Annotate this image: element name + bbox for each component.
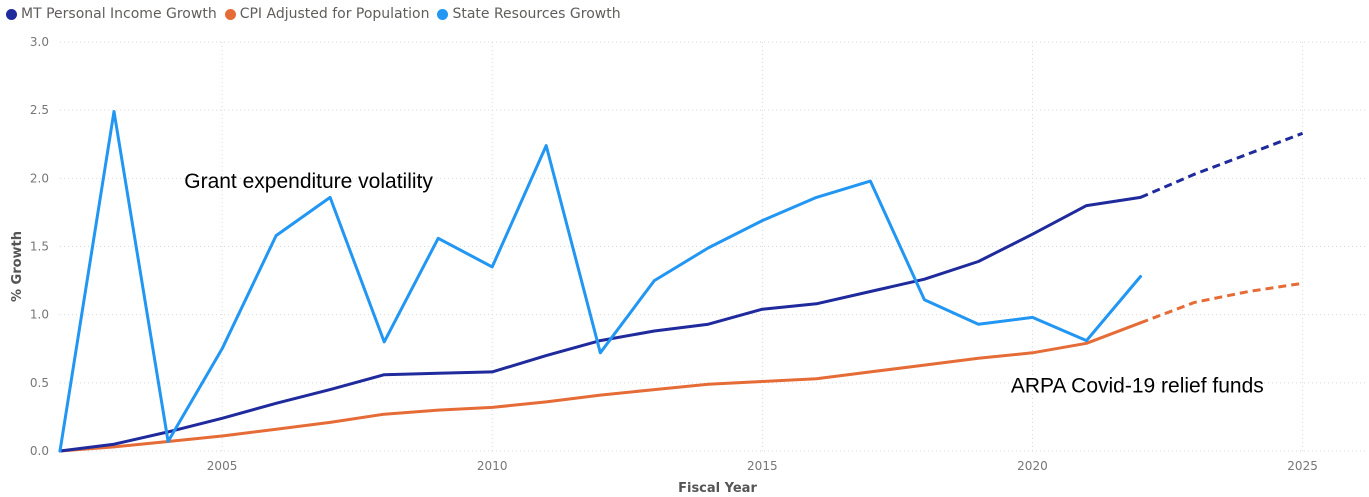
legend-marker	[224, 8, 236, 20]
chart-annotation: ARPA Covid-19 relief funds	[1011, 374, 1264, 397]
y-tick-label: 1.0	[30, 308, 49, 322]
legend-label: CPI Adjusted for Population	[239, 6, 430, 22]
legend-item[interactable]: State Resources Growth	[437, 6, 621, 22]
x-axis-title: Fiscal Year	[678, 481, 757, 496]
series-line	[58, 195, 1142, 453]
x-tick-label: 2020	[1017, 459, 1048, 473]
y-tick-label: 3.0	[30, 35, 49, 49]
y-tick-label: 1.5	[30, 240, 49, 254]
y-tick-label: 2.5	[30, 103, 49, 117]
x-tick-label: 2010	[477, 459, 508, 473]
y-tick-label: 0.5	[30, 376, 49, 390]
y-axis-title: % Growth	[10, 231, 25, 302]
series-line	[58, 110, 1142, 453]
legend-item[interactable]: CPI Adjusted for Population	[224, 6, 430, 22]
y-tick-label: 2.0	[30, 171, 49, 185]
series-line	[58, 321, 1142, 453]
legend-label: State Resources Growth	[452, 6, 621, 22]
series-projection-line	[1139, 131, 1304, 199]
legend-label: MT Personal Income Growth	[21, 6, 217, 22]
series-projection-line	[1139, 281, 1303, 325]
legend-marker	[437, 8, 449, 20]
legend-marker	[6, 8, 17, 20]
chart-legend: MT Personal Income Growth CPI Adjusted fo…	[6, 4, 629, 24]
chart-annotation: Grant expenditure volatility	[184, 170, 433, 193]
x-tick-label: 2005	[207, 459, 238, 473]
legend-item[interactable]: MT Personal Income Growth	[6, 6, 217, 22]
y-tick-label: 0.0	[30, 444, 49, 458]
x-tick-label: 2015	[747, 459, 778, 473]
x-tick-label: 2025	[1287, 459, 1318, 473]
